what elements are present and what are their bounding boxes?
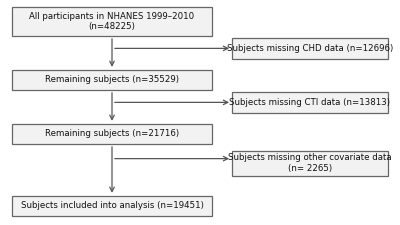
Text: Subjects missing CTI data (n=13813): Subjects missing CTI data (n=13813) <box>230 98 390 107</box>
Text: Subjects missing CHD data (n=12696): Subjects missing CHD data (n=12696) <box>227 44 393 53</box>
Text: Subjects included into analysis (n=19451): Subjects included into analysis (n=19451… <box>20 201 204 210</box>
Text: Subjects missing other covariate data
(n= 2265): Subjects missing other covariate data (n… <box>228 153 392 173</box>
FancyBboxPatch shape <box>12 124 212 144</box>
FancyBboxPatch shape <box>12 7 212 36</box>
Text: All participants in NHANES 1999–2010
(n=48225): All participants in NHANES 1999–2010 (n=… <box>30 12 194 31</box>
Text: Remaining subjects (n=35529): Remaining subjects (n=35529) <box>45 75 179 84</box>
FancyBboxPatch shape <box>232 151 388 176</box>
FancyBboxPatch shape <box>232 38 388 58</box>
FancyBboxPatch shape <box>12 70 212 90</box>
FancyBboxPatch shape <box>232 92 388 112</box>
FancyBboxPatch shape <box>12 196 212 216</box>
Text: Remaining subjects (n=21716): Remaining subjects (n=21716) <box>45 129 179 138</box>
